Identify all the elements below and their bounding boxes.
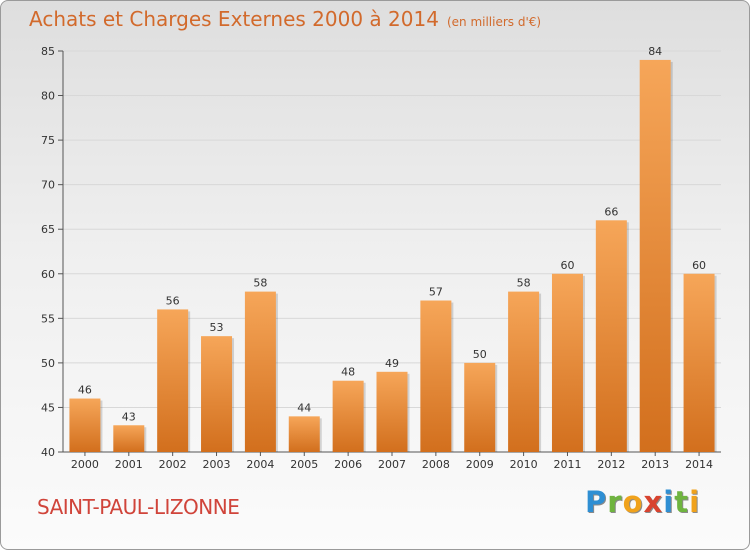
x-tick-label: 2014 xyxy=(685,458,713,471)
y-tick-label: 40 xyxy=(41,446,55,459)
bar xyxy=(683,273,715,452)
y-tick-label: 80 xyxy=(41,90,55,103)
x-tick-label: 2005 xyxy=(290,458,318,471)
bar-value-label: 48 xyxy=(341,366,355,379)
bar-value-label: 57 xyxy=(429,286,443,299)
y-tick-label: 60 xyxy=(41,268,55,281)
x-tick-label: 2001 xyxy=(115,458,143,471)
y-tick-label: 70 xyxy=(41,179,55,192)
bar xyxy=(551,273,583,452)
bar xyxy=(508,291,540,452)
chart-unit: (en milliers d'€) xyxy=(446,15,542,29)
y-tick-label: 50 xyxy=(41,357,55,370)
bar-value-label: 66 xyxy=(604,205,618,218)
x-tick-label: 2010 xyxy=(510,458,538,471)
bar-value-label: 58 xyxy=(253,277,267,290)
x-tick-label: 2013 xyxy=(641,458,669,471)
bar-value-label: 49 xyxy=(385,357,399,370)
x-tick-label: 2006 xyxy=(334,458,362,471)
bar-value-label: 44 xyxy=(297,401,311,414)
bar xyxy=(464,362,496,452)
bar xyxy=(376,371,408,452)
bar xyxy=(244,291,276,452)
x-tick-label: 2007 xyxy=(378,458,406,471)
bar-value-label: 60 xyxy=(560,259,574,272)
bar-value-label: 46 xyxy=(78,384,92,397)
x-tick-label: 2003 xyxy=(203,458,231,471)
chart-title: Achats et Charges Externes 2000 à 2014 (e… xyxy=(29,7,541,31)
y-tick-label: 65 xyxy=(41,223,55,236)
y-tick-label: 85 xyxy=(41,45,55,58)
bar-value-label: 56 xyxy=(166,294,180,307)
x-tick-label: 2011 xyxy=(553,458,581,471)
x-tick-label: 2004 xyxy=(246,458,274,471)
bars xyxy=(69,59,717,453)
bar-value-label: 60 xyxy=(692,259,706,272)
y-tick-label: 45 xyxy=(41,401,55,414)
x-tick-label: 2012 xyxy=(597,458,625,471)
x-tick-label: 2008 xyxy=(422,458,450,471)
commune-name: SAINT-PAUL-LIZONNE xyxy=(37,495,240,519)
x-tick-label: 2000 xyxy=(71,458,99,471)
chart-title-text: Achats et Charges Externes 2000 à 2014 xyxy=(29,7,439,31)
y-tick-label: 55 xyxy=(41,312,55,325)
labels: 40 45 50 55 60 65 70 75 80 85 46 2000 43 2001 56 2002 53… xyxy=(41,45,713,471)
bar xyxy=(69,398,101,452)
bar-value-label: 84 xyxy=(648,45,662,58)
bar-value-label: 43 xyxy=(122,410,136,423)
x-tick-label: 2009 xyxy=(466,458,494,471)
x-tick-label: 2002 xyxy=(159,458,187,471)
bar xyxy=(288,416,320,452)
bar xyxy=(639,59,671,453)
y-tick-label: 75 xyxy=(41,134,55,147)
proxiti-logo: Proxiti xyxy=(585,485,701,519)
bar xyxy=(201,336,233,452)
bar xyxy=(420,300,452,452)
bar-value-label: 50 xyxy=(473,348,487,361)
bar-value-label: 53 xyxy=(210,321,224,334)
bar xyxy=(595,220,627,452)
bar xyxy=(332,380,364,452)
bar-value-label: 58 xyxy=(517,277,531,290)
bar xyxy=(113,425,145,452)
bar xyxy=(157,309,189,452)
